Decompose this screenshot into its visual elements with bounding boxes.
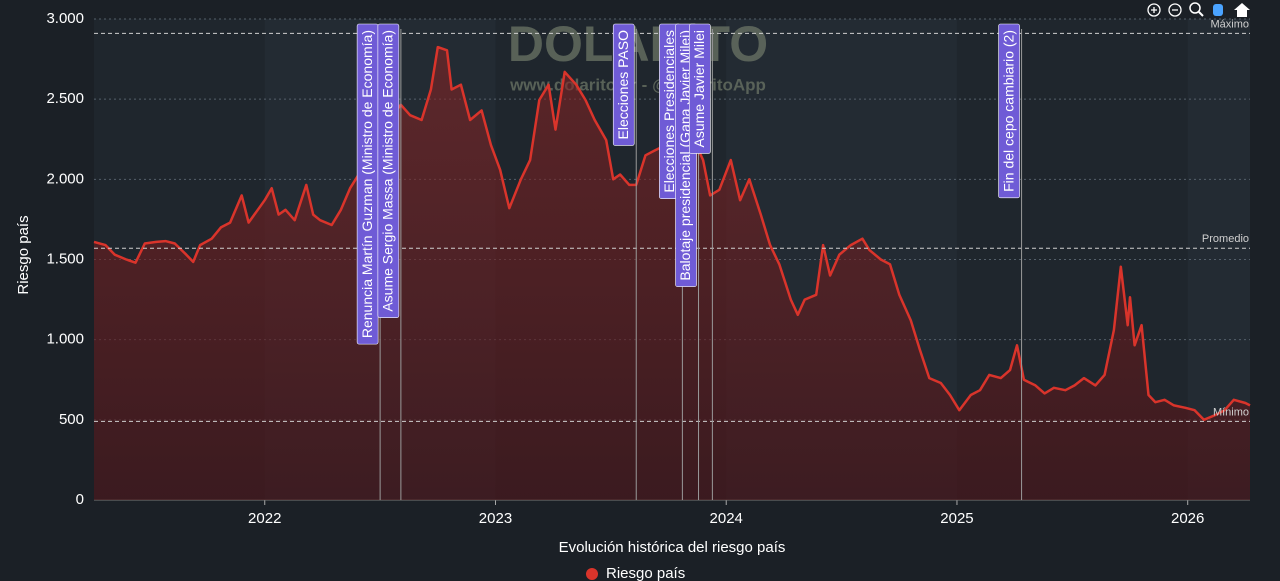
annotation: Renuncia Martín Guzman (Ministro de Econ… (356, 23, 379, 345)
annotation-label: Elecciones PASO (615, 30, 631, 140)
y-tick-label: 500 (59, 411, 84, 428)
y-tick-label: 0 (76, 491, 84, 508)
zoom-in-button[interactable] (1147, 3, 1161, 17)
y-tick-label: 2.500 (46, 90, 84, 107)
y-tick-label: 2.000 (46, 170, 84, 187)
x-tick-label: 2025 (940, 510, 973, 527)
annotation-box (612, 23, 635, 146)
x-axis-title: Evolución histórica del riesgo país (559, 539, 786, 556)
annotation-label: Asume Javier Milei (691, 30, 707, 147)
annotation: Fin del cepo cambiario (2) (998, 23, 1020, 199)
y-tick-label: 3.000 (46, 10, 84, 27)
reference-label: Mínimo (1213, 406, 1249, 418)
annotation-box (689, 23, 711, 154)
toolbar (1147, 2, 1250, 17)
annotation-label: Asume Sergio Massa (Ministro de Economía… (380, 30, 396, 312)
legend: Riesgo país (586, 565, 685, 581)
annotation: Asume Javier Milei (689, 23, 711, 154)
annotation: Elecciones Presidenciales (659, 23, 681, 199)
legend-marker (586, 568, 598, 580)
annotation-label: Fin del cepo cambiario (2) (1000, 30, 1016, 192)
pan-button[interactable] (1213, 4, 1223, 16)
zoom-button[interactable] (1189, 2, 1204, 17)
annotation-box (998, 23, 1020, 199)
reference-label: Máximo (1210, 18, 1249, 30)
annotation-box (377, 23, 400, 318)
y-tick-label: 1.500 (46, 250, 84, 267)
reference-label: Promedio (1202, 233, 1249, 245)
annotation-label: Elecciones Presidenciales (661, 30, 677, 193)
y-axis-title: Riesgo país (15, 215, 32, 294)
watermark: DOLARITO (508, 16, 768, 72)
annotation: Elecciones PASO (612, 23, 635, 146)
annotation: Asume Sergio Massa (Ministro de Economía… (377, 23, 400, 318)
annotation-label: Renuncia Martín Guzman (Ministro de Econ… (359, 30, 375, 338)
y-tick-label: 1.000 (46, 331, 84, 348)
x-tick-label: 2026 (1171, 510, 1204, 527)
x-tick-label: 2023 (479, 510, 512, 527)
zoom-out-button[interactable] (1168, 3, 1182, 17)
legend-label: Riesgo país (606, 565, 685, 581)
home-button[interactable] (1234, 3, 1250, 17)
x-tick-label: 2024 (710, 510, 743, 527)
x-tick-label: 2022 (248, 510, 281, 527)
